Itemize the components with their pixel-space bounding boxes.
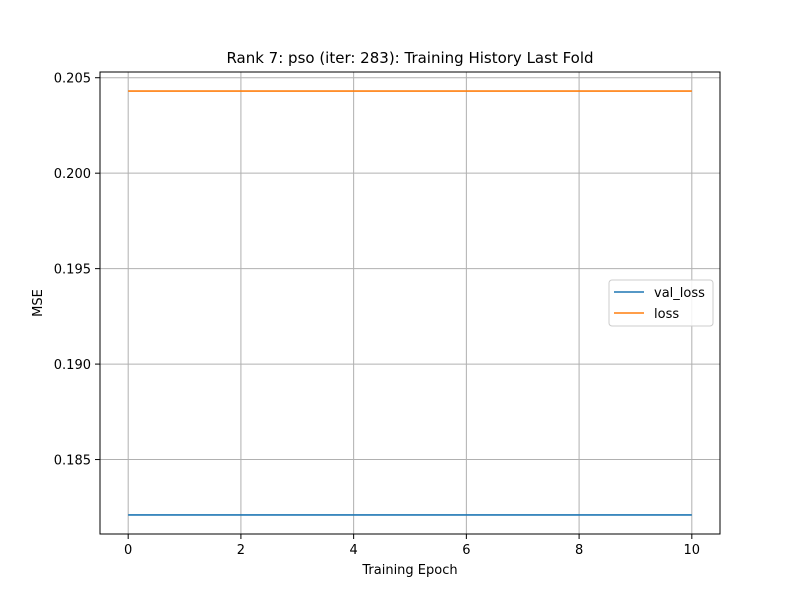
x-tick-label: 10 [684, 543, 701, 558]
axis-ticks: 0 2 4 6 8 10 0.185 0.190 0.195 0.200 0.205 [54, 72, 700, 558]
y-axis-label: MSE [31, 289, 46, 317]
y-tick-label: 0.185 [54, 454, 91, 469]
y-tick-label: 0.195 [54, 263, 91, 278]
x-tick-label: 0 [124, 543, 132, 558]
legend-label: val_loss [654, 286, 705, 301]
y-tick-label: 0.205 [54, 72, 91, 87]
chart-title: Rank 7: pso (iter: 283): Training Histor… [226, 49, 593, 67]
x-tick-label: 6 [462, 543, 470, 558]
x-tick-label: 8 [575, 543, 583, 558]
x-tick-label: 4 [349, 543, 357, 558]
grid [100, 72, 720, 534]
legend-label: loss [654, 307, 679, 322]
x-axis-label: Training Epoch [361, 563, 457, 578]
x-tick-label: 2 [237, 543, 245, 558]
y-tick-label: 0.190 [54, 358, 91, 373]
series-lines [128, 90, 692, 516]
y-tick-label: 0.200 [54, 167, 91, 182]
plot-frame [99, 71, 721, 535]
